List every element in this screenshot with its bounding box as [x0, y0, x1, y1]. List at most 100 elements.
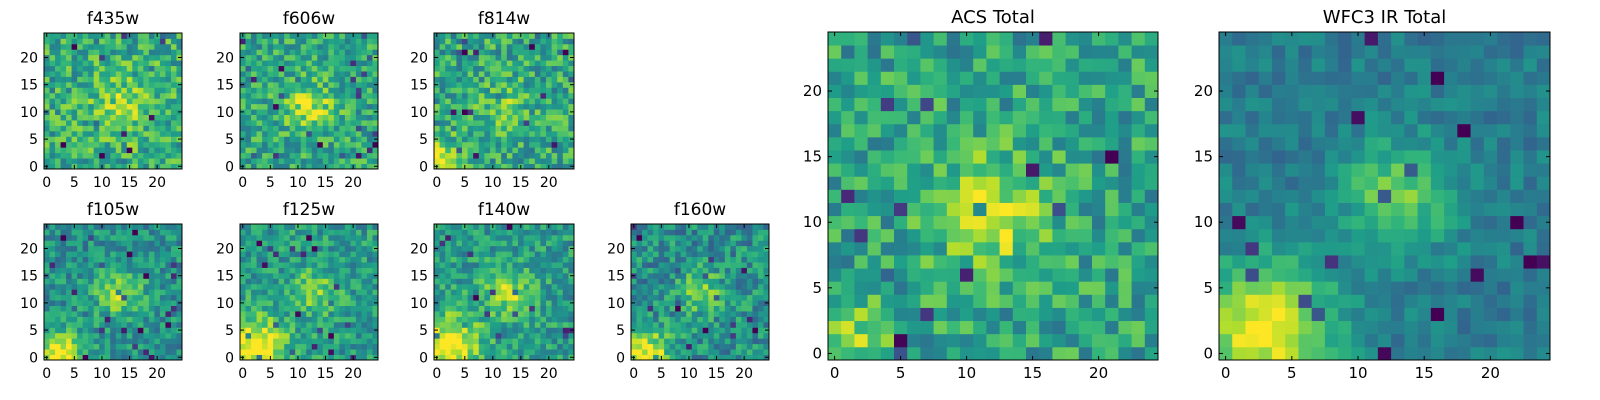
heatmap-cell: [478, 87, 485, 94]
heatmap-cell: [735, 305, 742, 312]
heatmap-cell: [82, 316, 89, 323]
heatmap-cell: [462, 305, 468, 312]
heatmap-cell: [284, 125, 291, 132]
heatmap-cell: [82, 240, 89, 247]
heatmap-cell: [1092, 307, 1106, 322]
heatmap-cell: [77, 114, 84, 121]
heatmap-cell: [132, 54, 139, 61]
heatmap-cell: [529, 163, 536, 170]
heatmap-cell: [691, 262, 698, 268]
heatmap-cell: [647, 305, 654, 312]
heatmap-cell: [82, 147, 89, 154]
heatmap-cell: [551, 240, 558, 247]
heatmap-cell: [256, 33, 263, 39]
heatmap-cell: [143, 224, 150, 230]
heatmap-cell: [647, 267, 654, 274]
heatmap-cell: [284, 38, 291, 45]
heatmap-cell: [867, 281, 882, 295]
heatmap-cell: [339, 60, 346, 67]
heatmap-cell: [284, 349, 291, 355]
heatmap-cell: [88, 147, 95, 154]
heatmap-cell: [880, 189, 895, 203]
heatmap-cell: [708, 234, 715, 241]
heatmap-cell: [132, 354, 139, 361]
heatmap-cell: [77, 234, 84, 241]
heatmap-cell: [115, 234, 122, 241]
heatmap-cell: [284, 234, 291, 241]
heatmap-cell: [137, 98, 144, 105]
heatmap-cell: [60, 136, 67, 143]
heatmap-cell: [445, 92, 452, 99]
heatmap-cell: [306, 147, 313, 154]
heatmap-cell: [71, 272, 78, 279]
heatmap-cell: [256, 224, 263, 230]
heatmap-cell: [529, 289, 536, 296]
heatmap-cell: [71, 338, 78, 345]
heatmap-cell: [490, 327, 496, 334]
heatmap-cell: [93, 152, 100, 159]
heatmap-cell: [372, 152, 379, 159]
heatmap-cell: [132, 81, 139, 88]
heatmap-cell: [523, 272, 530, 279]
heatmap-cell: [159, 65, 166, 72]
heatmap-cell: [289, 49, 296, 56]
heatmap-cell: [719, 343, 726, 350]
heatmap-cell: [523, 152, 530, 159]
heatmap-cell: [653, 229, 659, 236]
heatmap-cell: [66, 33, 72, 39]
heatmap-cell: [719, 300, 726, 306]
heatmap-cell: [828, 176, 842, 190]
heatmap-cell: [757, 354, 764, 361]
heatmap-cell: [159, 147, 166, 154]
heatmap-cell: [467, 109, 474, 115]
heatmap-cell: [350, 76, 357, 83]
heatmap-cell: [121, 289, 128, 296]
heatmap-cell: [658, 272, 665, 279]
heatmap-cell: [467, 152, 474, 159]
heatmap-cell: [828, 307, 842, 322]
heatmap-cell: [523, 81, 530, 88]
heatmap-cell: [88, 234, 95, 241]
heatmap-cell: [478, 33, 485, 39]
heatmap-cell: [115, 76, 122, 83]
heatmap-cell: [355, 305, 362, 312]
heatmap-cell: [322, 332, 329, 339]
heatmap-cell: [71, 327, 78, 334]
heatmap-cell: [278, 43, 285, 50]
heatmap-cell: [99, 229, 106, 236]
heatmap-cell: [445, 289, 452, 296]
heatmap-cell: [322, 343, 329, 350]
heatmap-cell: [278, 114, 285, 121]
heatmap-cell: [262, 332, 268, 339]
heatmap-cell: [126, 71, 133, 77]
heatmap-cell: [664, 316, 671, 323]
heatmap-cell: [170, 120, 177, 126]
heatmap-cell: [77, 267, 84, 274]
heatmap-cell: [82, 332, 89, 339]
heatmap-cell: [115, 163, 122, 170]
heatmap-cell: [434, 251, 440, 258]
heatmap-cell: [273, 343, 280, 350]
heatmap-cell: [675, 338, 682, 345]
heatmap-cell: [278, 152, 285, 159]
heatmap-cell: [104, 49, 111, 56]
heatmap-cell: [880, 268, 895, 282]
heatmap-cell: [306, 229, 313, 236]
heatmap-cell: [251, 109, 257, 115]
heatmap-cell: [311, 92, 318, 99]
heatmap-cell: [361, 229, 368, 236]
heatmap-cell: [267, 60, 274, 67]
heatmap-cell: [77, 316, 84, 323]
heatmap-cell: [372, 147, 379, 154]
heatmap-cell: [344, 224, 351, 230]
heatmap-cell: [445, 316, 452, 323]
heatmap-cell: [350, 54, 357, 61]
y-tick-label: 20: [20, 50, 38, 66]
heatmap-cell: [344, 81, 351, 88]
heatmap-cell: [170, 224, 177, 230]
heatmap-cell: [121, 343, 128, 350]
heatmap-cell: [339, 311, 346, 317]
heatmap-cell: [439, 234, 446, 241]
heatmap-cell: [110, 65, 117, 72]
heatmap-cell: [262, 229, 268, 236]
